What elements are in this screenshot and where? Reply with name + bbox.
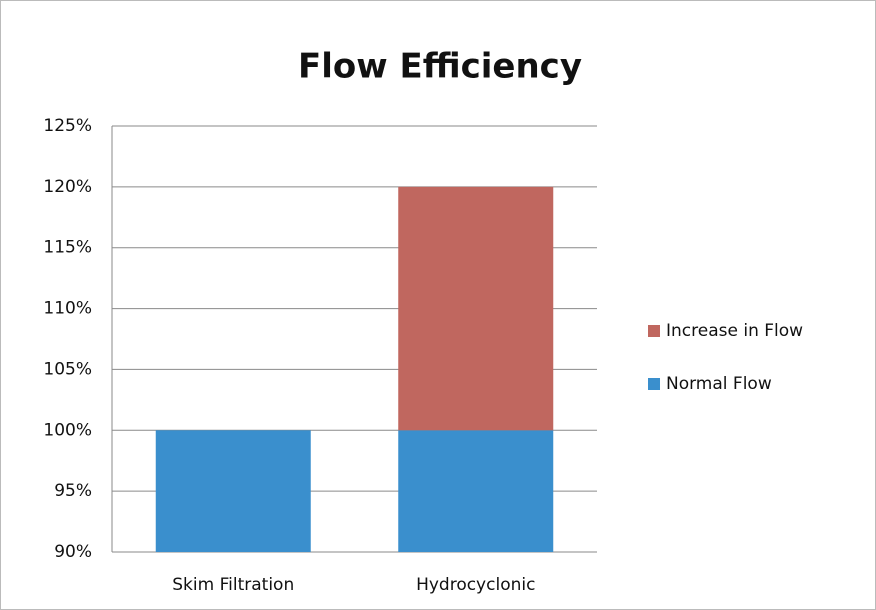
x-tick-label: Hydrocyclonic [416,575,535,595]
legend-swatch [648,325,660,337]
legend-label: Increase in Flow [666,321,803,341]
y-tick-label: 95% [54,481,92,501]
y-tick-label: 115% [43,238,92,258]
y-tick-label: 100% [43,420,92,440]
legend-swatch [648,378,660,390]
bar-segment [155,430,311,552]
x-tick-label: Skim Filtration [172,575,294,595]
legend-label: Normal Flow [666,374,772,394]
y-tick-label: 120% [43,177,92,197]
y-tick-label: 90% [54,542,92,562]
chart-title: Flow Efficiency [298,47,582,87]
bar-segment [398,186,554,431]
bar-segment [398,430,554,552]
y-tick-label: 125% [43,116,92,136]
y-tick-label: 105% [43,359,92,379]
y-tick-label: 110% [43,299,92,319]
